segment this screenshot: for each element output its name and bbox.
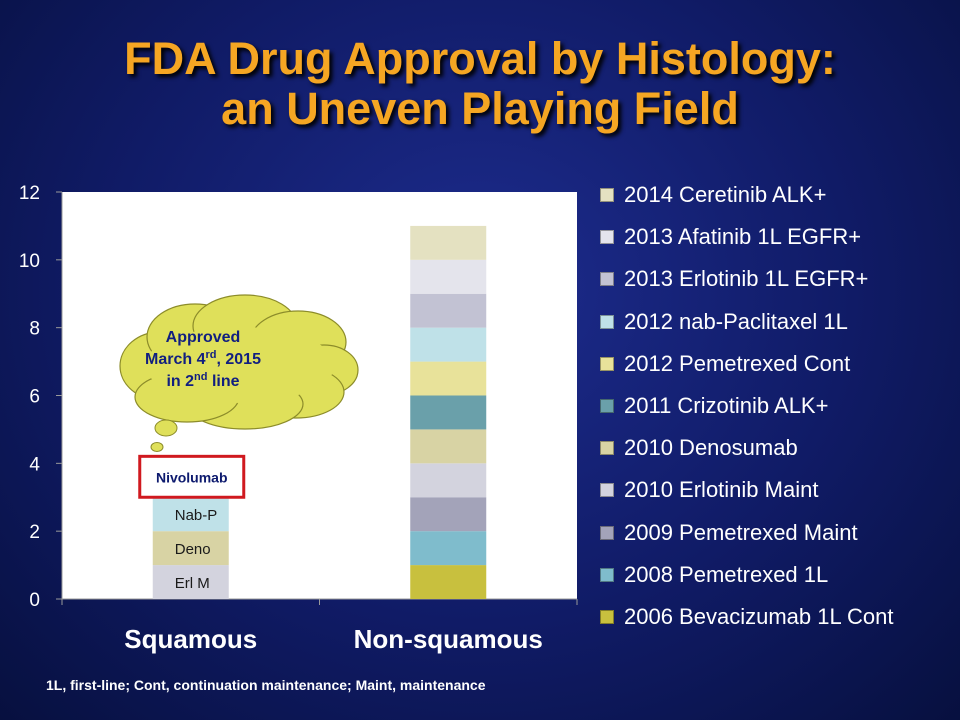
legend-item: 2013 Afatinib 1L EGFR+ [600, 216, 893, 258]
legend-swatch [600, 188, 614, 203]
bar-segment [410, 225, 487, 260]
approval-callout-cloud [119, 294, 359, 452]
legend-item: 2008 Pemetrexed 1L [600, 554, 893, 596]
bar-segment [410, 259, 487, 294]
legend-item: 2012 nab-Paclitaxel 1L [600, 301, 893, 343]
legend-swatch [600, 272, 614, 287]
legend-label: 2009 Pemetrexed Maint [624, 519, 858, 545]
legend-swatch [600, 399, 614, 414]
y-tick-label: 12 [19, 183, 40, 204]
legend-swatch [600, 441, 614, 456]
bar-segment [410, 497, 487, 532]
bar-segment [410, 531, 487, 566]
y-tick-label: 8 [29, 319, 40, 340]
legend-label: 2010 Denosumab [624, 435, 798, 461]
x-tick-label: Non-squamous [354, 624, 543, 654]
nivolumab-label: Nivolumab [156, 469, 228, 485]
bar-segment [410, 429, 487, 464]
y-tick-label: 4 [29, 454, 40, 475]
title-line-2: an Uneven Playing Field [221, 83, 739, 134]
bar-segment [410, 361, 487, 396]
cloud-tail-bubble [154, 419, 178, 437]
legend-item: 2013 Erlotinib 1L EGFR+ [600, 258, 893, 300]
legend-label: 2008 Pemetrexed 1L [624, 561, 829, 587]
callout-line-2: March 4rd, 2015 [145, 349, 261, 368]
bar-segment [410, 395, 487, 430]
x-tick-label: Squamous [124, 624, 257, 654]
legend-label: 2006 Bevacizumab 1L Cont [624, 603, 894, 629]
nivolumab-highlight-box [138, 454, 246, 499]
bar-segment [152, 497, 229, 532]
legend-item: 2009 Pemetrexed Maint [600, 512, 893, 554]
legend-swatch [600, 483, 614, 498]
title-line-1: FDA Drug Approval by Histology: [124, 33, 836, 84]
y-tick-label: 2 [29, 522, 40, 543]
cloud-core [145, 327, 335, 403]
legend-label: 2010 Erlotinib Maint [624, 477, 819, 503]
legend-item: 2006 Bevacizumab 1L Cont [600, 596, 893, 638]
legend-item: 2010 Denosumab [600, 427, 893, 469]
bar-segment [410, 327, 487, 362]
bar-segment [152, 565, 229, 599]
chart-legend: 2014 Ceretinib ALK+ 2013 Afatinib 1L EGFR… [600, 174, 893, 638]
legend-label: 2011 Crizotinib ALK+ [624, 393, 829, 419]
y-tick-label: 0 [29, 590, 40, 611]
callout-line-3: in 2nd line [166, 371, 239, 390]
cloud-tail-bubble [150, 442, 164, 452]
bar-segment [410, 463, 487, 498]
legend-item: 2011 Crizotinib ALK+ [600, 385, 893, 427]
legend-label: 2012 Pemetrexed Cont [624, 350, 851, 376]
bar-segment [152, 531, 229, 566]
legend-swatch [600, 314, 614, 329]
legend-label: 2012 nab-Paclitaxel 1L [624, 308, 848, 334]
legend-label: 2013 Afatinib 1L EGFR+ [624, 224, 862, 250]
legend-swatch [600, 356, 614, 371]
legend-label: 2014 Ceretinib ALK+ [624, 182, 827, 208]
callout-line-1: Approved [166, 329, 241, 346]
segment-data-label: Deno [175, 541, 211, 558]
legend-label: 2013 Erlotinib 1L EGFR+ [624, 266, 869, 292]
segment-data-label: Erl M [175, 575, 210, 592]
legend-swatch [600, 525, 614, 540]
bar-segment [410, 565, 487, 599]
segment-data-label: Nab-P [175, 507, 218, 524]
footnote: 1L, first-line; Cont, continuation maint… [46, 677, 486, 693]
y-tick-label: 10 [19, 251, 40, 272]
legend-swatch [600, 567, 614, 582]
legend-swatch [600, 609, 614, 624]
bar-segment [410, 293, 487, 328]
legend-item: 2014 Ceretinib ALK+ [600, 174, 893, 216]
legend-item: 2010 Erlotinib Maint [600, 469, 893, 511]
slide-title: FDA Drug Approval by Histology: an Uneve… [0, 34, 960, 134]
legend-swatch [600, 230, 614, 245]
y-tick-label: 6 [29, 387, 40, 408]
legend-item: 2012 Pemetrexed Cont [600, 343, 893, 385]
